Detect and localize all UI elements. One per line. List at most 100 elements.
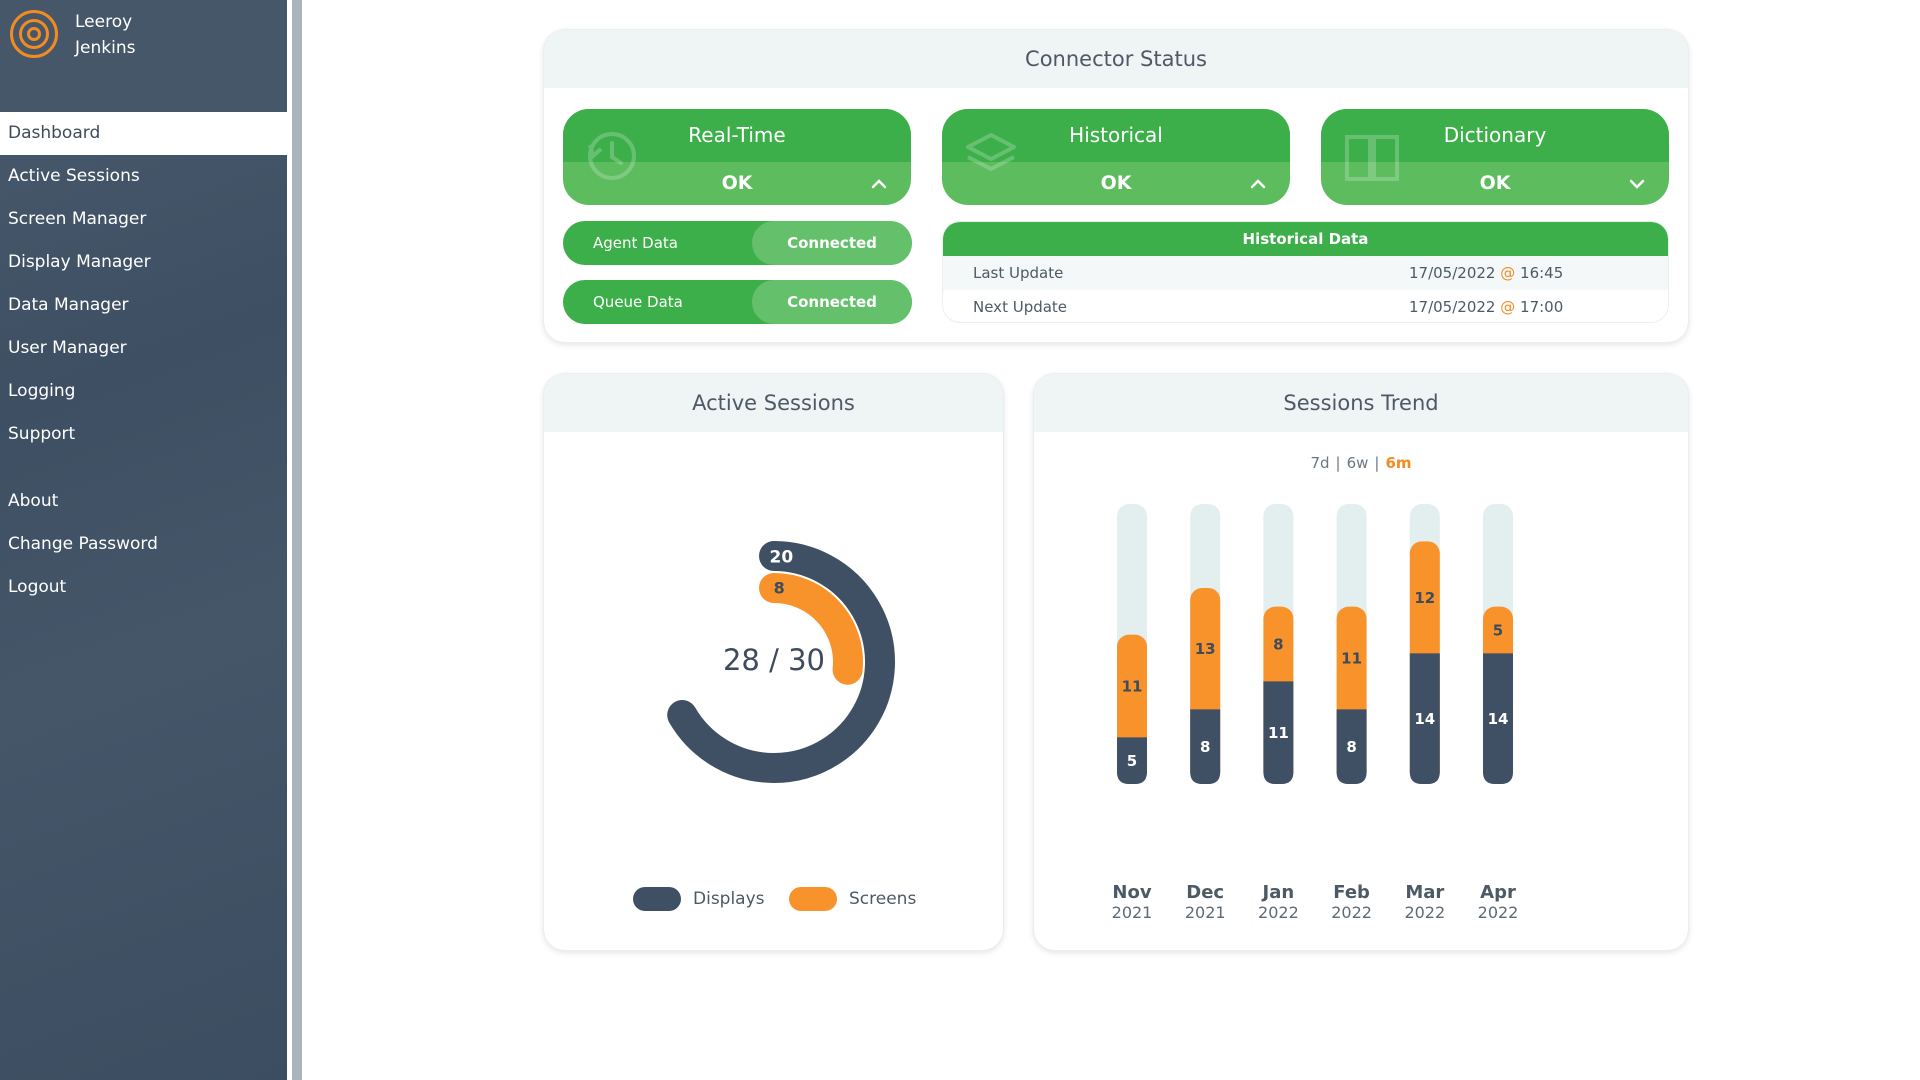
historical-status-tile[interactable]: Historical OK (942, 109, 1290, 205)
realtime-label: Real-Time (688, 123, 786, 147)
displays-swatch (633, 887, 681, 911)
agent-data-pill: Agent Data Connected (563, 221, 912, 265)
x-tick-label: Mar 2022 (1390, 882, 1460, 922)
nav-divider (0, 456, 287, 480)
dictionary-status: OK (1479, 172, 1511, 194)
next-update-date: 17/05/2022 (1409, 298, 1496, 316)
next-update-value: 17/05/2022 @ 17:00 (1409, 290, 1564, 322)
at-symbol: @ (1500, 298, 1516, 316)
dictionary-label: Dictionary (1443, 123, 1547, 147)
user-last-name: Jenkins (75, 38, 136, 58)
active-sessions-gauge: 20 8 28 / 30 (667, 541, 895, 783)
logo-icon (10, 10, 58, 58)
x-tick-label: Nov 2021 (1097, 882, 1167, 922)
sidebar-nav: Dashboard Active Sessions Screen Manager… (0, 112, 287, 609)
sidebar-item-active-sessions[interactable]: Active Sessions (8, 166, 140, 186)
bar-displays-label: 14 (1414, 710, 1435, 728)
sidebar-scrollbar[interactable] (292, 0, 302, 1080)
x-tick-label: Feb 2022 (1317, 882, 1387, 922)
sidebar-item-logout[interactable]: Logout (8, 577, 67, 597)
range-tabs: 7d | 6w | 6m (1034, 454, 1688, 472)
dictionary-status-tile[interactable]: Dictionary OK (1321, 109, 1669, 205)
sidebar-item-change-password[interactable]: Change Password (8, 534, 158, 554)
range-separator: | (1335, 454, 1341, 472)
x-tick-year: 2022 (1404, 903, 1446, 922)
bar-displays (1190, 709, 1221, 784)
x-tick-year: 2022 (1258, 903, 1299, 922)
bar-screens-label: 11 (1122, 678, 1143, 696)
book-icon (1345, 135, 1399, 181)
sidebar-item-about[interactable]: About (8, 491, 59, 511)
bar-displays-label: 8 (1346, 738, 1356, 756)
bar-displays-label: 14 (1488, 710, 1509, 728)
sessions-trend-title: Sessions Trend (1034, 374, 1688, 432)
sidebar-item-logging[interactable]: Logging (8, 381, 76, 401)
realtime-status: OK (721, 172, 753, 194)
x-tick-month: Mar (1405, 882, 1445, 903)
x-tick-year: 2022 (1477, 903, 1519, 922)
legend-displays: Displays (633, 884, 765, 914)
sidebar-item-user-manager[interactable]: User Manager (8, 338, 127, 358)
history-icon (588, 132, 636, 180)
bar-displays-label: 11 (1268, 724, 1289, 742)
last-update-value: 17/05/2022 @ 16:45 (1409, 256, 1563, 290)
displays-arc (667, 541, 895, 783)
bar-displays (1483, 653, 1513, 784)
queue-data-status: Connected (752, 280, 912, 324)
active-sessions-title: Active Sessions (544, 374, 1003, 432)
user-name: Leeroy Jenkins (75, 9, 135, 61)
last-update-date: 17/05/2022 (1409, 264, 1496, 282)
at-symbol: @ (1500, 264, 1516, 282)
chevron-up-icon[interactable] (1250, 162, 1266, 205)
chevron-up-icon[interactable] (871, 162, 887, 205)
sidebar-item-screen-manager[interactable]: Screen Manager (8, 209, 147, 229)
bar-displays (1336, 709, 1367, 784)
last-update-label: Last Update (973, 264, 1064, 282)
range-7d[interactable]: 7d (1310, 454, 1330, 472)
realtime-status-tile[interactable]: Real-Time OK (563, 109, 911, 205)
queue-data-pill: Queue Data Connected (563, 280, 912, 324)
range-6w[interactable]: 6w (1346, 454, 1369, 472)
agent-data-label: Agent Data (593, 234, 678, 252)
next-update-time: 17:00 (1520, 298, 1564, 316)
x-tick-label: Apr 2022 (1463, 882, 1533, 922)
table-row: Next Update 17/05/2022 @ 17:00 (943, 290, 1668, 322)
legend-displays-label: Displays (693, 889, 765, 909)
active-sessions-card: Active Sessions 20 8 28 / 30 Displays Sc… (543, 373, 1004, 951)
sidebar-item-display-manager[interactable]: Display Manager (8, 252, 151, 272)
bar-displays (1263, 681, 1294, 784)
x-tick-month: Nov (1112, 882, 1152, 903)
x-tick-label: Jan 2022 (1243, 882, 1313, 922)
legend-screens-label: Screens (849, 889, 917, 909)
agent-data-status: Connected (752, 221, 912, 265)
bar-screens-label: 11 (1341, 650, 1362, 668)
range-6m[interactable]: 6m (1385, 454, 1412, 472)
connector-status-card: Connector Status Real-Time OK Historical (543, 29, 1689, 343)
queue-data-label: Queue Data (593, 293, 683, 311)
sidebar-item-data-manager[interactable]: Data Manager (8, 295, 129, 315)
x-tick-year: 2021 (1111, 903, 1153, 922)
range-separator: | (1374, 454, 1380, 472)
chevron-down-icon[interactable] (1629, 162, 1645, 205)
legend-screens: Screens (789, 884, 916, 914)
screens-arc (759, 573, 863, 685)
sessions-trend-card: Sessions Trend 7d | 6w | 6m 11 5 13 8 8 11 11 8 12 14… (1033, 373, 1689, 951)
sessions-total: 28 / 30 (723, 643, 825, 677)
bar-displays-label: 8 (1200, 738, 1210, 756)
sidebar-item-support[interactable]: Support (8, 424, 76, 444)
bar-screens-label: 5 (1493, 622, 1503, 640)
historical-data-table: Historical Data Last Update 17/05/2022 @… (942, 221, 1669, 323)
user-first-name: Leeroy (75, 12, 133, 32)
x-tick-label: Dec 2021 (1170, 882, 1240, 922)
sidebar-item-dashboard[interactable]: Dashboard (0, 112, 287, 155)
x-tick-year: 2022 (1331, 903, 1372, 922)
x-tick-month: Jan (1262, 882, 1295, 903)
connector-status-title: Connector Status (544, 30, 1688, 88)
last-update-time: 16:45 (1520, 264, 1564, 282)
bar-displays (1117, 737, 1147, 784)
historical-label: Historical (1069, 123, 1163, 147)
displays-value-label: 20 (770, 547, 794, 567)
screens-value-label: 8 (774, 579, 785, 598)
x-tick-month: Apr (1480, 882, 1516, 903)
bar-displays-label: 5 (1127, 752, 1137, 770)
